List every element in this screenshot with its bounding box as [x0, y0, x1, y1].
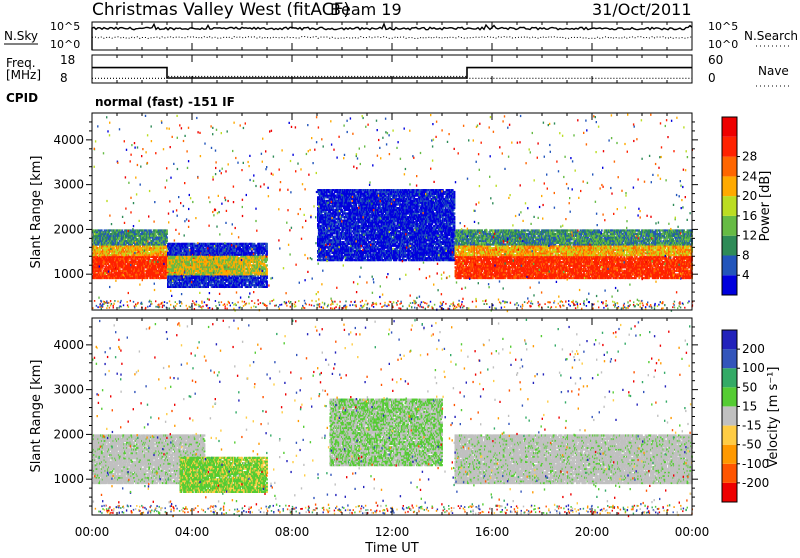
nave-ytick-bottom: 0 — [708, 71, 716, 85]
nsearch-label: N.Search — [744, 29, 798, 43]
freq-ytick-bottom: 8 — [60, 71, 68, 85]
heatmap-cell — [166, 249, 168, 251]
frequency-panel: Freq. [MHz] 18 8 60 0 Nave — [6, 53, 790, 86]
date-label: 31/Oct/2011 — [592, 0, 692, 19]
nave-label: Nave — [758, 64, 789, 78]
heatmap-cell — [166, 229, 168, 231]
heatmap-cell — [179, 243, 181, 245]
beam-label: Beam 19 — [330, 0, 402, 19]
noise-right-ytick-top: 10^5 — [708, 20, 738, 33]
freq-label-line2: [MHz] — [6, 68, 41, 82]
noise-panel: N.Sky 10^5 10^0 10^5 10^0 N.Search — [4, 20, 798, 51]
noise-right-ytick-bottom: 10^0 — [708, 38, 738, 51]
nsky-label: N.Sky — [4, 29, 38, 43]
heatmap-cell — [195, 245, 197, 247]
nave-ytick-top: 60 — [708, 53, 723, 67]
noise-ytick-bottom: 10^0 — [50, 38, 80, 51]
nsearch-series-line — [92, 37, 692, 39]
cpid-text: normal (fast) -151 IF — [95, 95, 235, 109]
freq-ytick-top: 18 — [60, 53, 75, 67]
heatmap-cell — [191, 255, 193, 257]
cpid-label: CPID — [6, 91, 38, 105]
plot-title: Christmas Valley West (fitACF) — [92, 0, 350, 20]
noise-ytick-top: 10^5 — [50, 20, 80, 33]
heatmap-cell — [144, 270, 146, 272]
heatmap-cell — [166, 236, 168, 238]
